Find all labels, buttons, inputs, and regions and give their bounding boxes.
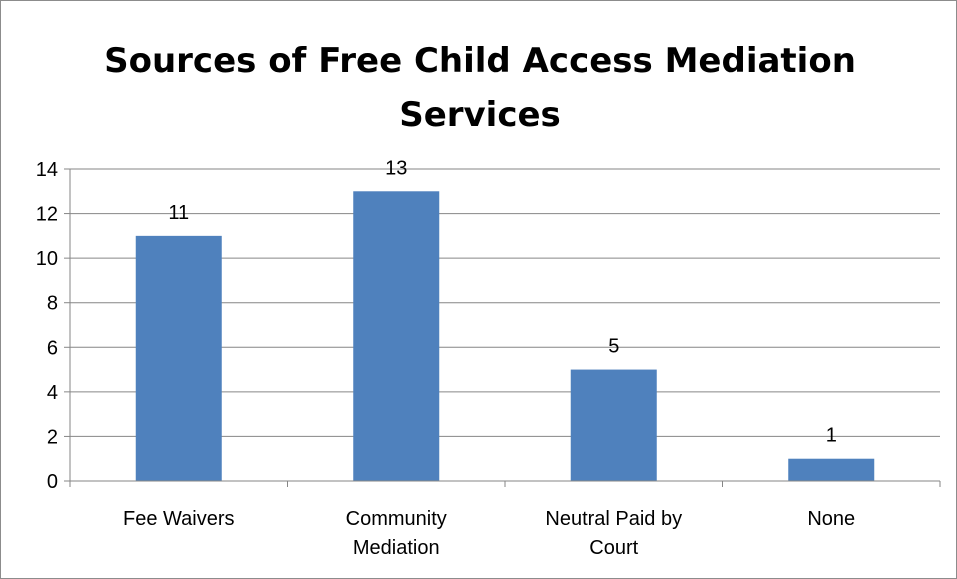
y-tick-label: 10 — [36, 248, 58, 270]
y-tick-label: 0 — [47, 471, 58, 493]
data-label: 11 — [168, 202, 189, 224]
y-tick-label: 4 — [47, 382, 58, 404]
chart-title-line-2: Services — [399, 95, 561, 135]
y-tick-labels: 0 2 4 6 8 10 12 14 — [36, 159, 58, 493]
data-labels: 11 13 5 1 — [168, 157, 836, 446]
bar — [353, 191, 440, 482]
y-tick-label: 6 — [47, 337, 58, 359]
x-tick-label: Neutral Paid by — [545, 508, 682, 530]
x-tick-label: Court — [589, 537, 638, 559]
y-tick-label: 8 — [47, 293, 58, 315]
y-tick-label: 12 — [36, 204, 58, 226]
x-tick-label: Mediation — [353, 537, 440, 559]
y-tick-label: 2 — [47, 426, 58, 448]
chart-title-line-1: Sources of Free Child Access Mediation — [104, 41, 856, 81]
x-tick-label: Fee Waivers — [123, 508, 235, 530]
data-label: 1 — [826, 425, 837, 447]
bar — [788, 458, 875, 481]
bar — [570, 369, 657, 481]
axes — [64, 168, 941, 487]
chart-title: Sources of Free Child Access Mediation S… — [80, 34, 880, 142]
y-tick-label: 14 — [36, 159, 58, 181]
x-tick-labels: Fee Waivers Community Mediation Neutral Pai… — [123, 508, 855, 559]
data-label: 5 — [608, 336, 619, 358]
data-label: 13 — [385, 157, 407, 179]
x-tick-label: None — [807, 508, 855, 530]
x-tick-label: Community — [346, 508, 447, 530]
bar — [135, 235, 222, 481]
bars — [135, 191, 875, 482]
